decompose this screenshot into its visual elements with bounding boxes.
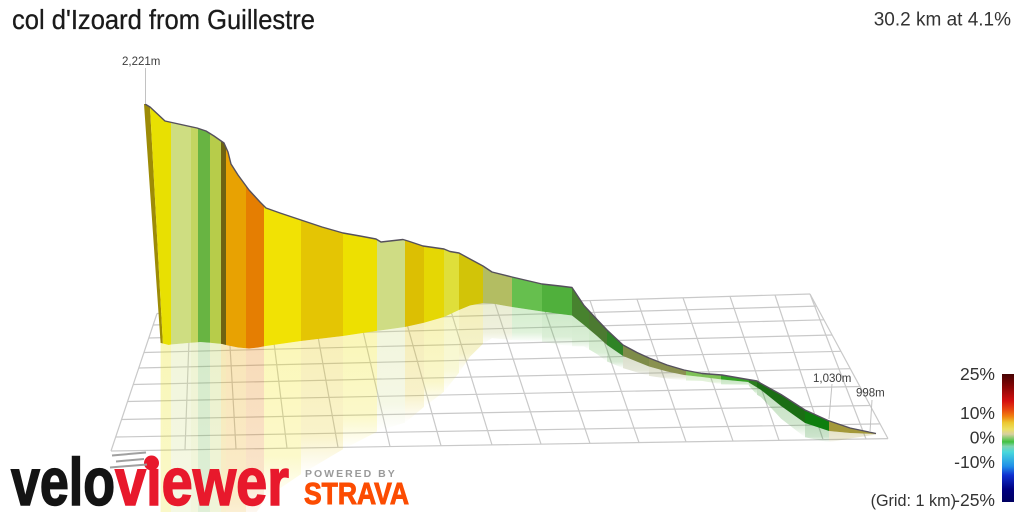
svg-text:998m: 998m	[856, 388, 885, 400]
svg-text:velovıewer: velovıewer	[11, 445, 289, 512]
svg-text:POWERED BY: POWERED BY	[305, 468, 397, 480]
svg-text:STRAVA: STRAVA	[304, 476, 409, 511]
svg-text:-25%: -25%	[954, 490, 995, 510]
svg-text:col d'Izoard from Guillestre: col d'Izoard from Guillestre	[12, 4, 315, 35]
svg-text:2,221m: 2,221m	[122, 56, 160, 68]
svg-text:30.2 km at 4.1%: 30.2 km at 4.1%	[874, 10, 1011, 31]
svg-text:10%: 10%	[960, 403, 995, 423]
svg-text:1,030m: 1,030m	[813, 373, 851, 385]
svg-text:(Grid: 1 km): (Grid: 1 km)	[871, 492, 956, 510]
svg-text:25%: 25%	[960, 364, 995, 384]
svg-text:0%: 0%	[970, 428, 995, 448]
svg-text:-10%: -10%	[954, 452, 995, 472]
